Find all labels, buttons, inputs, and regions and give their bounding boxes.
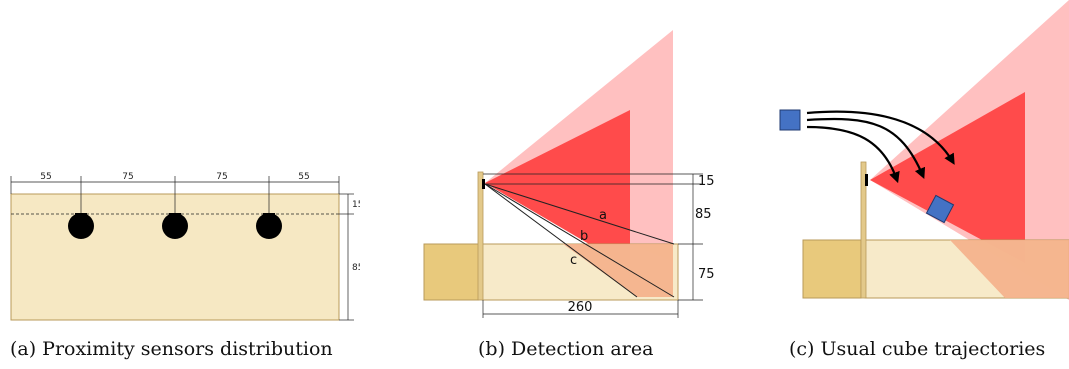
left-block bbox=[423, 243, 480, 301]
sensor-post bbox=[860, 161, 867, 299]
ray-a bbox=[484, 183, 675, 245]
caption-b-text: Detection area bbox=[511, 338, 654, 360]
sensor-icon bbox=[256, 213, 282, 239]
caption-c-text: Usual cube trajectories bbox=[820, 338, 1046, 360]
curved-arrow-icon bbox=[806, 117, 926, 180]
sensor-icon bbox=[865, 174, 868, 186]
caption-c: (c) Usual cube trajectories bbox=[789, 338, 1045, 360]
curved-arrow-icon bbox=[806, 110, 955, 165]
ray-label-c: c bbox=[570, 253, 577, 268]
caption-c-tag: (c) bbox=[789, 338, 815, 360]
panel-b-diagram: a b c 15 85 75 260 bbox=[423, 30, 715, 318]
cube-icon bbox=[925, 194, 955, 224]
inner-detection-cone bbox=[485, 110, 630, 268]
inner-detection-cone bbox=[870, 92, 1025, 263]
dim-label-260: 260 bbox=[568, 300, 593, 315]
left-block bbox=[802, 239, 862, 299]
caption-a: (a) Proximity sensors distribution bbox=[10, 338, 333, 360]
dim-label-75: 75 bbox=[698, 267, 715, 282]
cone-overlap-on-tray bbox=[950, 240, 1069, 298]
dim-label-55-left: 55 bbox=[40, 172, 51, 182]
curved-arrow-icon bbox=[806, 125, 900, 184]
panel-a-diagram: 55 75 75 55 15 85 bbox=[10, 172, 360, 321]
sensor-post bbox=[477, 171, 484, 301]
dim-label-55-right: 55 bbox=[298, 172, 309, 182]
cube-icon bbox=[779, 109, 801, 131]
dim-label-85: 85 bbox=[352, 263, 360, 273]
ray-c bbox=[484, 183, 638, 298]
dim-label-75-right: 75 bbox=[216, 172, 227, 182]
dim-label-85: 85 bbox=[695, 207, 712, 222]
caption-a-text: Proximity sensors distribution bbox=[42, 338, 333, 360]
dim-label-15: 15 bbox=[352, 200, 360, 210]
dim-label-75-left: 75 bbox=[122, 172, 133, 182]
caption-b: (b) Detection area bbox=[478, 338, 653, 360]
caption-a-tag: (a) bbox=[10, 338, 37, 360]
dim-label-15: 15 bbox=[698, 174, 715, 189]
cone-overlap-on-tray bbox=[563, 244, 673, 297]
ray-b bbox=[484, 183, 675, 298]
caption-b-tag: (b) bbox=[478, 338, 505, 360]
ray-label-a: a bbox=[599, 208, 607, 223]
panel-c-diagram bbox=[779, 0, 1069, 300]
sensor-icon bbox=[68, 213, 94, 239]
sensor-icon bbox=[482, 179, 485, 189]
sensor-icon bbox=[162, 213, 188, 239]
ray-label-b: b bbox=[580, 229, 588, 244]
